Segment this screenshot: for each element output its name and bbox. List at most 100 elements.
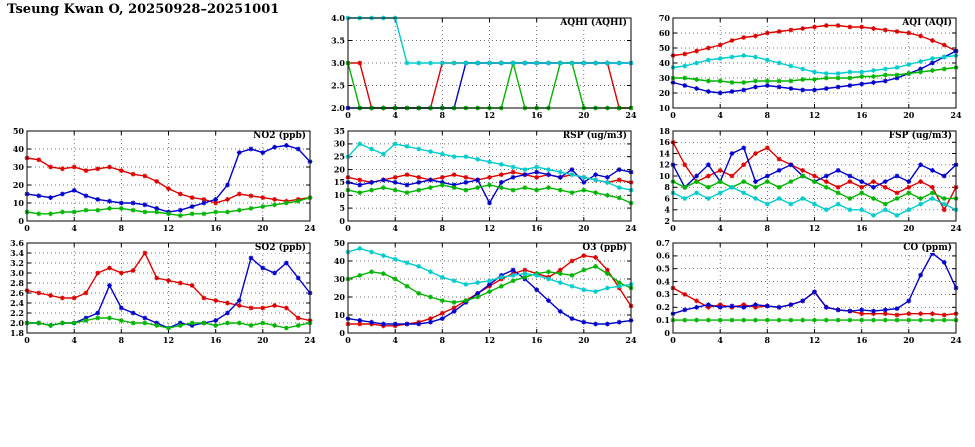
svg-text:2: 2 (664, 216, 670, 226)
svg-text:8: 8 (119, 335, 125, 345)
svg-text:12: 12 (659, 160, 670, 170)
svg-text:12: 12 (163, 335, 174, 345)
chart-title: CO (ppm) (901, 243, 954, 253)
svg-text:20: 20 (903, 110, 915, 120)
svg-text:0: 0 (18, 216, 24, 226)
svg-text:3.6: 3.6 (10, 238, 24, 248)
svg-text:24: 24 (304, 335, 316, 345)
svg-text:24: 24 (304, 223, 316, 233)
svg-text:16: 16 (531, 223, 543, 233)
svg-text:0: 0 (670, 335, 676, 345)
svg-text:6: 6 (664, 193, 670, 203)
svg-text:0: 0 (24, 223, 30, 233)
svg-text:35: 35 (334, 126, 345, 136)
chart-canvas: 2.0 2.5 3.0 3.5 4.0 0 4 8 12 16 20 24 (331, 13, 637, 120)
svg-text:3.2: 3.2 (10, 258, 24, 268)
svg-text:12: 12 (809, 110, 820, 120)
svg-text:30: 30 (659, 73, 671, 83)
chart-title: RSP (ug/m3) (560, 131, 629, 141)
chart-canvas: 10 20 30 40 50 60 70 0 4 8 12 16 20 24 (659, 13, 962, 120)
svg-text:8: 8 (440, 110, 446, 120)
svg-text:8: 8 (440, 335, 446, 345)
chart-canvas: 0 10 20 30 40 50 0 4 8 12 16 20 24 (334, 238, 637, 345)
svg-text:0: 0 (345, 223, 351, 233)
svg-text:0.2: 0.2 (656, 302, 670, 312)
svg-text:20: 20 (578, 223, 590, 233)
svg-text:16: 16 (856, 110, 868, 120)
svg-text:0: 0 (670, 223, 676, 233)
svg-text:4: 4 (71, 223, 77, 233)
svg-text:0.5: 0.5 (656, 264, 670, 274)
chart-co: 0 0.1 0.2 0.3 0.4 0.5 0.6 0.7 0 4 8 12 16 20 24 CO (pp… (647, 237, 966, 349)
svg-text:3.0: 3.0 (10, 268, 24, 278)
svg-text:4: 4 (392, 110, 398, 120)
svg-text:10: 10 (659, 171, 671, 181)
svg-text:8: 8 (664, 182, 670, 192)
svg-text:16: 16 (210, 335, 222, 345)
svg-text:18: 18 (659, 126, 671, 136)
svg-text:0: 0 (339, 216, 345, 226)
svg-text:10: 10 (659, 103, 671, 113)
svg-text:2.6: 2.6 (10, 288, 24, 298)
svg-text:3.0: 3.0 (331, 58, 345, 68)
svg-text:8: 8 (765, 223, 771, 233)
chart-o3: 0 10 20 30 40 50 0 4 8 12 16 20 24 O3 (ppb) (322, 237, 641, 349)
chart-title: AQI (AQI) (900, 18, 954, 28)
svg-text:2.8: 2.8 (10, 278, 24, 288)
svg-text:12: 12 (484, 223, 495, 233)
svg-text:12: 12 (163, 223, 174, 233)
svg-text:0: 0 (339, 328, 345, 338)
svg-text:12: 12 (809, 223, 820, 233)
svg-text:15: 15 (334, 177, 345, 187)
svg-text:8: 8 (119, 223, 125, 233)
svg-text:24: 24 (950, 110, 962, 120)
chart-canvas: 0 10 20 30 40 50 0 4 8 12 16 20 24 (13, 126, 316, 233)
svg-text:20: 20 (257, 335, 269, 345)
svg-text:30: 30 (334, 139, 346, 149)
svg-text:0: 0 (664, 328, 670, 338)
svg-text:12: 12 (484, 110, 495, 120)
svg-text:20: 20 (334, 164, 346, 174)
svg-text:50: 50 (659, 43, 671, 53)
svg-text:2.4: 2.4 (10, 298, 24, 308)
svg-text:50: 50 (13, 126, 25, 136)
svg-text:24: 24 (625, 110, 637, 120)
chart-fsp: 2 4 6 8 10 12 14 16 18 0 4 8 12 16 20 24 FSP (ug/m3) (647, 125, 966, 237)
svg-text:0: 0 (345, 335, 351, 345)
svg-text:20: 20 (13, 180, 25, 190)
svg-text:0: 0 (24, 335, 30, 345)
svg-text:14: 14 (659, 148, 671, 158)
chart-no2: 0 10 20 30 40 50 0 4 8 12 16 20 24 NO2 (ppb) (1, 125, 320, 237)
svg-text:10: 10 (334, 310, 346, 320)
chart-aqhi: 2.0 2.5 3.0 3.5 4.0 0 4 8 12 16 20 24 AQHI (AQHI) (322, 12, 641, 124)
svg-text:24: 24 (950, 335, 962, 345)
svg-text:2.0: 2.0 (331, 103, 345, 113)
svg-text:4: 4 (717, 223, 723, 233)
svg-text:20: 20 (903, 335, 915, 345)
svg-text:24: 24 (625, 223, 637, 233)
svg-text:0: 0 (670, 110, 676, 120)
svg-text:40: 40 (13, 144, 25, 154)
svg-text:4: 4 (664, 205, 670, 215)
svg-text:2.5: 2.5 (331, 80, 345, 90)
svg-text:8: 8 (765, 110, 771, 120)
svg-text:25: 25 (334, 152, 345, 162)
chart-title: NO2 (ppb) (251, 131, 308, 141)
svg-text:24: 24 (950, 223, 962, 233)
svg-text:16: 16 (531, 110, 543, 120)
chart-title: AQHI (AQHI) (558, 18, 629, 28)
svg-text:0: 0 (345, 110, 351, 120)
chart-title: SO2 (ppb) (252, 243, 308, 253)
svg-text:4: 4 (71, 335, 77, 345)
svg-text:10: 10 (13, 198, 25, 208)
chart-rsp: 0 5 10 15 20 25 30 35 0 4 8 12 16 20 24 RSP (ug/m3) (322, 125, 641, 237)
svg-text:4: 4 (717, 335, 723, 345)
svg-text:40: 40 (659, 58, 671, 68)
svg-text:16: 16 (210, 223, 222, 233)
svg-text:4: 4 (392, 335, 398, 345)
svg-text:0.3: 0.3 (656, 289, 670, 299)
svg-text:4.0: 4.0 (331, 13, 345, 23)
svg-text:70: 70 (659, 13, 671, 23)
svg-text:3.4: 3.4 (10, 248, 24, 258)
